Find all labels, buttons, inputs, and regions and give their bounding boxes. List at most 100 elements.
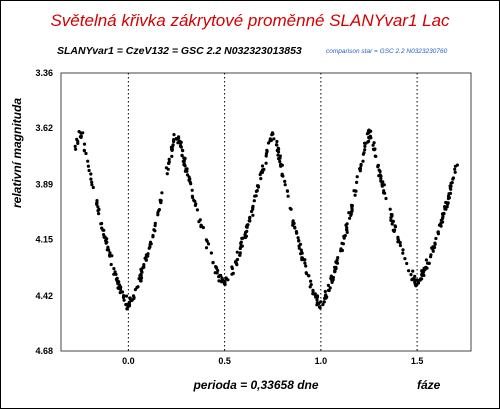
data-point — [275, 139, 279, 144]
data-point — [377, 168, 381, 172]
data-point — [211, 260, 215, 265]
phase-marker-lines — [127, 73, 418, 351]
data-point — [264, 154, 268, 158]
data-point — [112, 267, 116, 271]
data-point — [317, 301, 321, 306]
data-point — [265, 149, 269, 154]
data-point — [144, 258, 148, 262]
data-point — [415, 278, 419, 282]
data-point — [299, 252, 303, 256]
data-point — [204, 246, 209, 250]
x-tick-label: 1.0 — [315, 356, 328, 366]
data-point — [335, 261, 339, 265]
data-point — [297, 244, 301, 248]
data-point — [388, 207, 392, 211]
data-point — [127, 302, 131, 306]
data-point — [377, 174, 381, 178]
data-point — [367, 131, 371, 135]
data-point — [443, 205, 447, 209]
data-point — [291, 223, 295, 227]
data-point — [333, 265, 337, 269]
data-point — [401, 248, 405, 252]
data-point — [424, 258, 428, 262]
data-point — [345, 230, 349, 234]
data-point — [345, 228, 349, 232]
data-point — [181, 149, 185, 153]
data-point — [235, 257, 240, 262]
data-point — [342, 236, 346, 240]
data-point — [104, 239, 108, 243]
data-point — [328, 286, 332, 290]
data-point — [165, 172, 169, 176]
data-point — [297, 238, 301, 243]
data-point — [166, 167, 170, 171]
y-tick-label: 4.42 — [35, 291, 53, 301]
data-point — [355, 180, 359, 184]
data-point — [420, 273, 424, 277]
data-point — [344, 223, 348, 227]
data-point — [172, 133, 176, 137]
data-point — [198, 218, 202, 222]
chart-title: Světelná křivka zákrytové proměnné SLANY… — [50, 11, 450, 30]
data-point — [366, 140, 370, 144]
data-point — [279, 163, 283, 167]
data-point — [156, 213, 160, 217]
data-point — [343, 234, 347, 238]
data-point — [411, 269, 415, 273]
data-point — [108, 254, 112, 258]
data-point — [256, 184, 260, 188]
data-point — [160, 191, 164, 195]
data-point — [304, 264, 308, 268]
data-point — [251, 213, 255, 217]
data-point — [453, 167, 457, 171]
data-point — [453, 170, 457, 174]
data-point — [296, 236, 300, 240]
data-point — [448, 186, 452, 190]
data-point — [305, 272, 309, 276]
data-point — [367, 135, 371, 140]
data-point — [185, 167, 189, 171]
data-point — [218, 273, 222, 278]
data-point — [157, 208, 161, 212]
data-point — [226, 278, 230, 282]
data-point — [144, 255, 148, 259]
data-point — [315, 298, 319, 302]
data-point — [238, 253, 242, 257]
data-point — [116, 282, 120, 286]
data-point — [167, 157, 171, 161]
data-point — [307, 274, 311, 278]
data-point — [441, 220, 445, 224]
data-point — [182, 162, 186, 166]
data-point — [250, 209, 254, 214]
data-point — [90, 180, 94, 184]
data-point — [266, 141, 271, 145]
data-point — [409, 273, 413, 277]
data-point — [151, 235, 155, 239]
data-point — [355, 175, 359, 179]
data-point — [281, 174, 285, 178]
data-point — [323, 289, 327, 294]
data-point — [361, 159, 365, 163]
data-point — [297, 246, 301, 250]
data-point — [139, 279, 143, 283]
plot-frame — [60, 72, 472, 352]
data-point — [308, 285, 312, 289]
data-point — [278, 159, 282, 164]
data-point — [311, 288, 315, 292]
data-point — [214, 265, 218, 269]
x-tick-labels: 0.0 0.5 1.0 1.5 — [122, 356, 423, 366]
data-point — [441, 216, 445, 220]
data-point — [427, 261, 431, 265]
data-point — [152, 228, 156, 232]
y-tick-label: 3.36 — [35, 68, 53, 78]
data-point — [330, 277, 334, 281]
data-point — [285, 189, 289, 193]
data-point — [132, 296, 136, 301]
data-point — [90, 183, 94, 187]
data-point — [449, 181, 453, 185]
data-point — [341, 242, 345, 246]
data-point — [363, 141, 367, 145]
data-point — [262, 167, 266, 171]
data-point — [340, 248, 344, 253]
data-point — [171, 143, 175, 147]
